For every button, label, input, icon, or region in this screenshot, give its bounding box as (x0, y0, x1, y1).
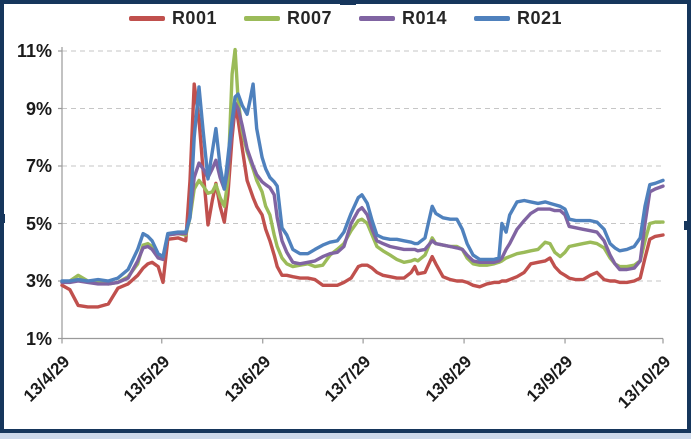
legend-item-R001: R001 (128, 8, 217, 29)
legend: R001 R007 R014 R021 (0, 8, 691, 29)
y-tick-label: 11% (16, 41, 52, 61)
selection-handle (340, 0, 356, 5)
y-tick-label: 3% (25, 271, 52, 291)
legend-item-R014: R014 (359, 8, 447, 29)
legend-line-swatch-icon (243, 16, 280, 21)
legend-label: R021 (517, 8, 563, 28)
y-tick-label: 5% (25, 213, 52, 234)
y-tick-label: 1% (25, 328, 52, 349)
legend-line-swatch-icon (359, 16, 395, 21)
legend-item-R021: R021 (474, 8, 562, 29)
legend-label: R014 (402, 8, 448, 28)
legend-line-swatch-icon (474, 16, 511, 21)
selection-handle (684, 221, 691, 230)
legend-label: R001 (171, 8, 217, 28)
series-line-R001 (60, 82, 665, 309)
series-line-R021 (60, 82, 665, 283)
y-tick-label: 7% (25, 156, 52, 176)
legend-item-R007: R007 (243, 8, 332, 29)
legend-label: R007 (286, 8, 332, 28)
legend-line-swatch-icon (128, 16, 165, 21)
selection-handle (0, 214, 5, 223)
bottom-strip (0, 433, 691, 439)
y-tick-label: 9% (25, 98, 52, 119)
